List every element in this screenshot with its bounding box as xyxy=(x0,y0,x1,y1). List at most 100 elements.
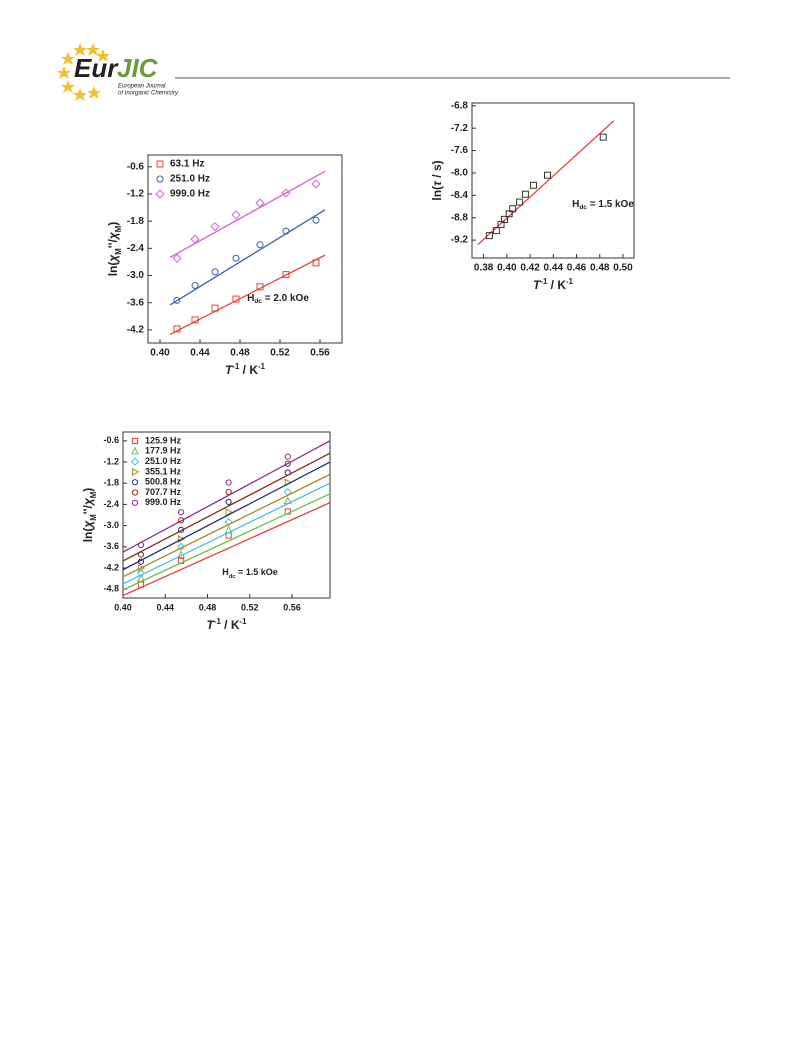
x-tick-label: 0.50 xyxy=(613,263,633,274)
x-axis-label-part: -1 xyxy=(214,617,222,626)
y-tick-label: -0.6 xyxy=(127,161,145,172)
y-axis-label-part: ''/ xyxy=(81,504,95,514)
annotation-part: H xyxy=(222,567,229,577)
x-axis-label: T-1 / K-1 xyxy=(225,362,266,378)
y-axis-label: ln(χM''/χM) xyxy=(106,222,122,277)
fit-line xyxy=(122,473,331,578)
annotation: Hdc = 2.0 kOe xyxy=(247,293,309,306)
marker xyxy=(509,205,517,213)
marker xyxy=(137,541,145,549)
marker xyxy=(530,181,538,189)
x-tick-label: 0.48 xyxy=(590,263,610,274)
fit-line xyxy=(169,254,326,335)
marker xyxy=(191,316,199,324)
x-tick-label: 0.40 xyxy=(150,348,170,359)
y-tick-label: -2.4 xyxy=(103,499,119,509)
marker xyxy=(225,479,232,486)
marker xyxy=(225,508,234,517)
plot-frame xyxy=(471,102,635,259)
x-axis-label: T-1 / K-1 xyxy=(533,277,574,293)
annotation-part: dc xyxy=(579,204,587,211)
legend-label: 707.7 Hz xyxy=(145,487,182,497)
y-tick-label: -7.2 xyxy=(451,123,469,134)
y-axis-label-part: ln( xyxy=(81,528,95,543)
y-tick-label: -4.2 xyxy=(127,325,145,336)
y-axis-label-part: χ xyxy=(81,520,95,530)
y-axis-label-part: ln( xyxy=(106,262,120,277)
x-axis-label-part: -1 xyxy=(540,277,548,286)
marker xyxy=(137,574,145,582)
y-axis-label-part: χ xyxy=(106,254,120,264)
y-axis-label-part: τ xyxy=(430,180,444,186)
x-axis-label-part: / K xyxy=(221,618,240,632)
y-tick-label: -8.8 xyxy=(451,212,469,223)
x-axis-label-part: T xyxy=(533,278,542,292)
y-tick-label: -4.2 xyxy=(103,562,119,572)
x-tick-label: 0.44 xyxy=(190,348,210,359)
x-axis-label-part: -1 xyxy=(566,277,574,286)
logo-text: JIC xyxy=(117,53,159,83)
marker xyxy=(281,188,291,198)
legend-label: 63.1 Hz xyxy=(170,159,204,170)
annotation: Hdc = 1.5 kOe xyxy=(572,199,634,212)
marker xyxy=(211,304,219,312)
x-tick-label: 0.48 xyxy=(230,348,250,359)
y-tick-label: -3.6 xyxy=(103,541,119,551)
marker xyxy=(211,268,219,276)
marker xyxy=(173,296,181,304)
x-axis-label-part: -1 xyxy=(232,362,240,371)
y-tick-label: -1.8 xyxy=(103,478,119,488)
marker xyxy=(599,133,607,141)
marker xyxy=(501,215,509,223)
legend-label: 251.0 Hz xyxy=(145,456,182,466)
marker xyxy=(256,283,264,291)
journal-name: of Inorganic Chemistry xyxy=(118,91,179,97)
plot-frame xyxy=(147,154,343,344)
x-tick-label: 0.56 xyxy=(310,348,330,359)
marker xyxy=(485,232,493,240)
marker xyxy=(284,453,291,460)
annotation-part: dc xyxy=(254,298,262,305)
fit-line xyxy=(122,493,331,591)
y-tick-label: -1.2 xyxy=(103,456,119,466)
legend-label: 125.9 Hz xyxy=(145,435,182,445)
marker xyxy=(177,509,185,516)
marker xyxy=(137,558,145,565)
marker xyxy=(172,253,182,263)
x-tick-label: 0.48 xyxy=(199,602,217,612)
marker xyxy=(543,171,551,179)
legend-label: 999.0 Hz xyxy=(145,497,182,507)
y-tick-label: -3.6 xyxy=(127,297,145,308)
legend-label: 177.9 Hz xyxy=(145,446,182,456)
marker xyxy=(136,569,146,578)
legend-marker xyxy=(156,160,164,168)
fit-line xyxy=(122,461,331,571)
marker xyxy=(255,198,265,208)
legend-marker xyxy=(130,457,140,466)
legend-label: 500.8 Hz xyxy=(145,477,182,487)
fit-line xyxy=(122,440,331,553)
logo: Eur JIC European Journal of Inorganic Ch… xyxy=(57,43,179,101)
y-tick-label: -1.8 xyxy=(127,216,145,227)
fit-line xyxy=(122,482,331,585)
y-tick-label: -8.0 xyxy=(451,168,469,179)
x-tick-label: 0.44 xyxy=(156,602,174,612)
x-tick-label: 0.52 xyxy=(270,348,290,359)
x-tick-label: 0.46 xyxy=(567,263,587,274)
fit-line xyxy=(122,502,331,597)
y-axis-label-part: χ xyxy=(106,231,120,241)
marker xyxy=(177,517,185,524)
legend-label: 251.0 Hz xyxy=(170,174,210,185)
y-axis-label-part: ln( xyxy=(430,186,444,201)
marker xyxy=(231,210,241,220)
y-tick-label: -8.4 xyxy=(451,190,469,201)
marker xyxy=(284,460,291,467)
y-axis-label-part: M xyxy=(89,492,98,499)
legend-marker xyxy=(131,499,139,506)
marker xyxy=(516,198,524,206)
x-tick-label: 0.42 xyxy=(520,263,540,274)
y-tick-label: -3.0 xyxy=(103,520,119,530)
legend-marker xyxy=(131,479,139,486)
annotation-part: = 1.5 kOe xyxy=(587,199,634,210)
y-tick-label: -2.4 xyxy=(127,243,145,254)
